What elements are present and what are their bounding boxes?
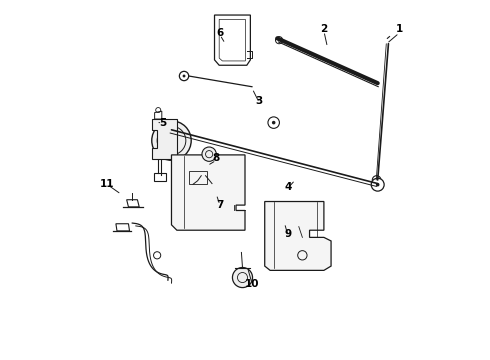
Text: 6: 6 xyxy=(216,28,223,38)
Text: 10: 10 xyxy=(245,279,259,289)
Circle shape xyxy=(152,121,191,160)
Polygon shape xyxy=(152,119,177,159)
Text: 3: 3 xyxy=(256,96,263,106)
Text: 11: 11 xyxy=(99,179,114,189)
Circle shape xyxy=(153,252,161,259)
Circle shape xyxy=(179,71,189,81)
Circle shape xyxy=(272,121,275,125)
Polygon shape xyxy=(172,155,245,230)
Text: 5: 5 xyxy=(159,118,166,128)
Circle shape xyxy=(202,147,216,161)
Circle shape xyxy=(195,163,208,176)
Text: 1: 1 xyxy=(395,24,403,35)
Circle shape xyxy=(275,37,283,44)
Text: 9: 9 xyxy=(285,229,292,239)
Text: 4: 4 xyxy=(284,182,292,192)
Text: 2: 2 xyxy=(320,24,327,35)
Circle shape xyxy=(371,178,384,191)
Circle shape xyxy=(167,136,176,145)
Circle shape xyxy=(232,267,252,288)
Text: 7: 7 xyxy=(216,200,223,210)
Text: 8: 8 xyxy=(213,153,220,163)
Circle shape xyxy=(268,117,279,129)
Circle shape xyxy=(183,75,186,77)
Circle shape xyxy=(376,183,379,186)
Polygon shape xyxy=(265,202,331,270)
